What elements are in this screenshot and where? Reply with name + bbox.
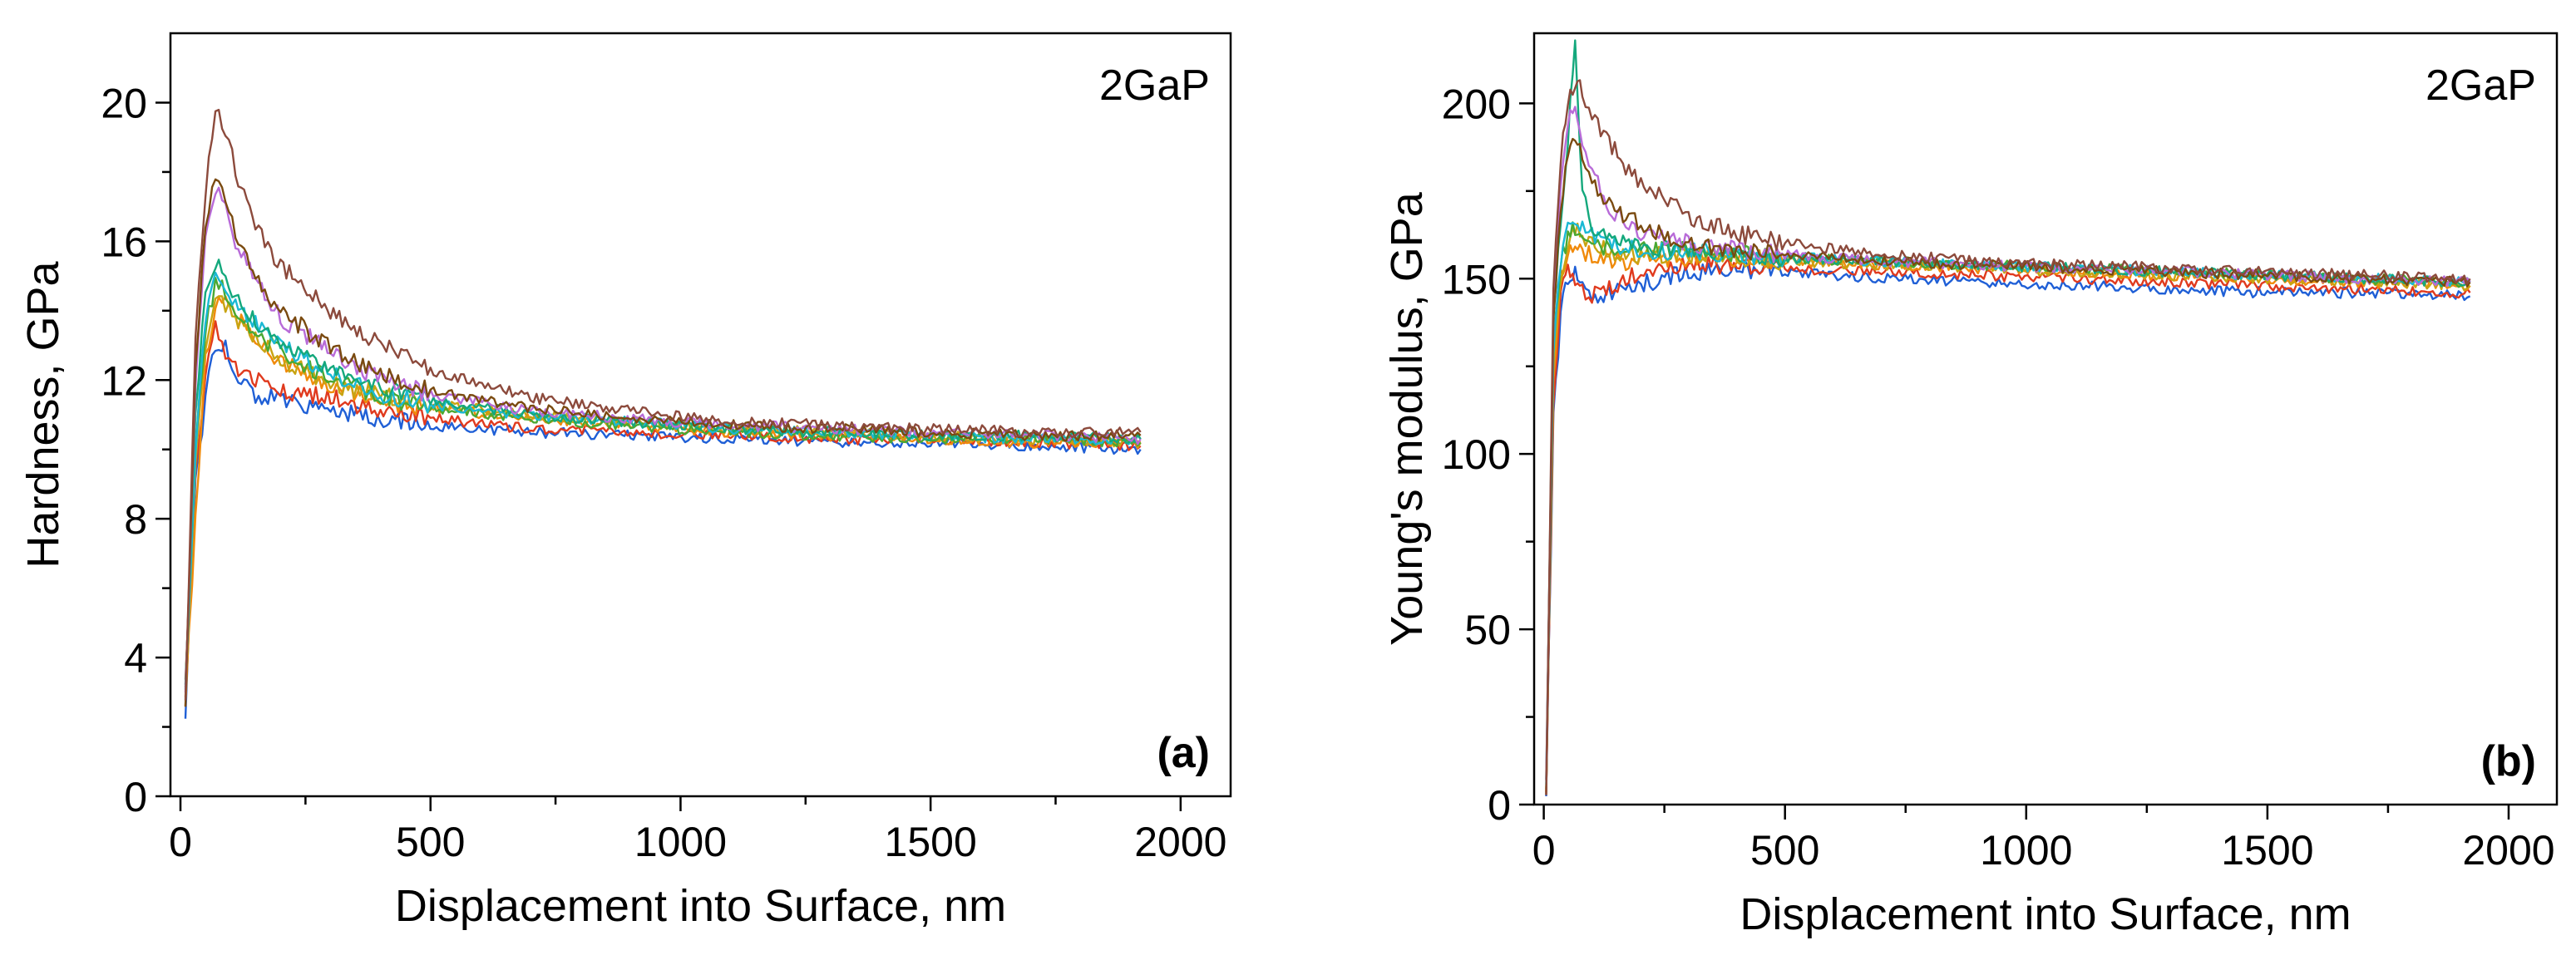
- y-tick-label: 16: [101, 219, 147, 265]
- series-line-1: [1545, 259, 2471, 797]
- x-tick-label: 500: [1750, 827, 1819, 874]
- y-tick-label: 4: [124, 635, 147, 682]
- panel-a: 0 500 1000 1500 2000 0 4 8 12 16 20 Displacement in…: [18, 32, 1232, 931]
- x-tick-label: 0: [169, 819, 192, 865]
- x-tick-label: 1000: [634, 819, 727, 865]
- y-axis-title: Young's modulus, GPa: [1382, 191, 1432, 646]
- series-group: [184, 108, 1142, 719]
- x-tick-label: 500: [396, 819, 465, 865]
- y-tick-label: 200: [1442, 81, 1511, 127]
- x-tick-label: 0: [1532, 827, 1556, 874]
- y-tick-label: 20: [101, 80, 147, 126]
- series-group: [1545, 39, 2471, 797]
- y-axis-title: Hardness, GPa: [18, 260, 68, 568]
- series-line-2: [1545, 254, 2471, 792]
- y-tick-label: 100: [1442, 431, 1511, 478]
- series-line-6: [184, 271, 1142, 690]
- y-tick-label: 50: [1464, 607, 1511, 653]
- panel-tag: (a): [1157, 729, 1210, 777]
- x-axis-title: Displacement into Surface, nm: [1740, 889, 2351, 939]
- panel-b: 0 500 1000 1500 2000 0 50 100 150 200 Displacement…: [1382, 32, 2559, 939]
- series-line-3: [1545, 243, 2471, 795]
- series-line-7: [1545, 39, 2471, 780]
- series-line-9: [184, 178, 1142, 707]
- panel-tag: (b): [2481, 737, 2536, 785]
- x-tick-label: 2000: [2462, 827, 2554, 874]
- x-axis-title: Displacement into Surface, nm: [395, 881, 1006, 931]
- sample-label: 2GaP: [2425, 62, 2536, 110]
- series-line-7: [184, 258, 1142, 685]
- y-tick-label: 0: [1488, 782, 1511, 829]
- y-tick-label: 8: [124, 496, 147, 543]
- x-tick-label: 1000: [1980, 827, 2072, 874]
- y-tick-label: 150: [1442, 256, 1511, 303]
- series-line-4: [1545, 222, 2471, 792]
- series-line-3: [184, 295, 1142, 706]
- plot-frame: [169, 32, 1232, 798]
- plot-frame: [1532, 32, 2559, 806]
- series-line-4: [184, 295, 1142, 697]
- series-line-10: [1545, 79, 2471, 795]
- y-tick-label: 0: [124, 774, 147, 820]
- x-tick-label: 2000: [1134, 819, 1226, 865]
- x-tick-label: 1500: [2221, 827, 2313, 874]
- y-tick-label: 12: [101, 357, 147, 404]
- sample-label: 2GaP: [1099, 62, 1210, 110]
- series-line-6: [1545, 220, 2471, 785]
- series-line-5: [1545, 221, 2471, 790]
- x-tick-label: 1500: [885, 819, 977, 865]
- series-line-8: [1545, 106, 2471, 780]
- series-line-10: [184, 108, 1142, 701]
